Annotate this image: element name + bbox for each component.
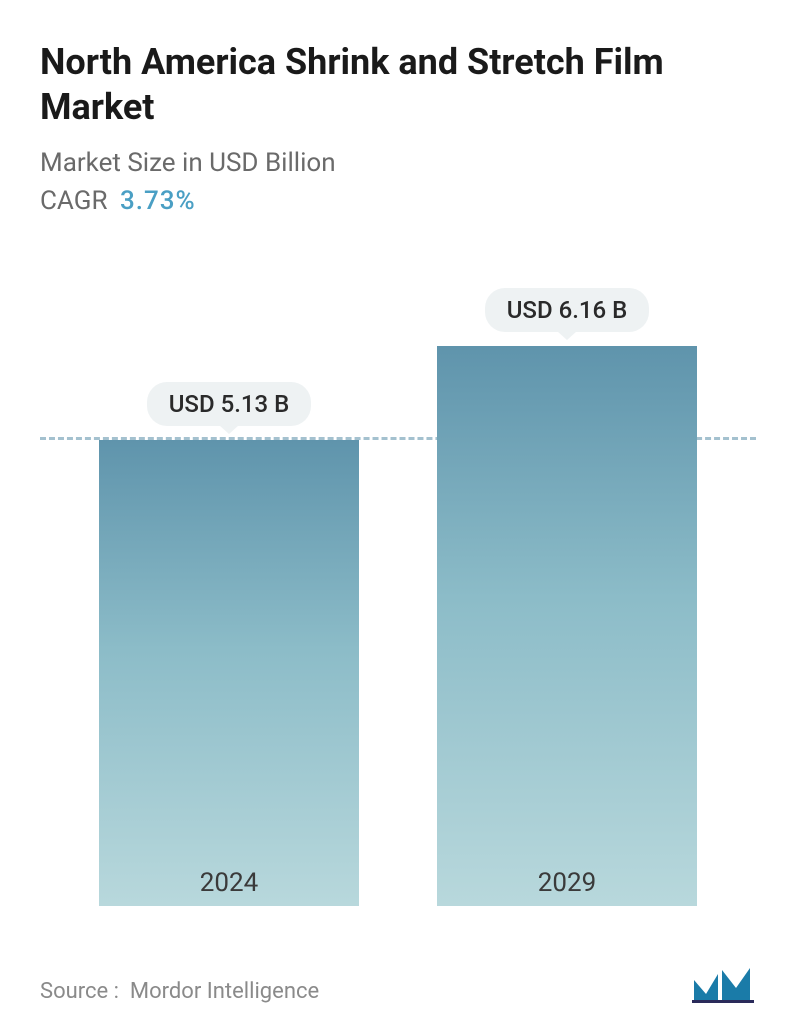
source-text: Source : Mordor Intelligence: [40, 979, 319, 1004]
cagr-value: 3.73%: [120, 186, 196, 216]
chart-area: USD 5.13 B 2024 USD 6.16 B 2029: [40, 276, 756, 956]
source-label: Source :: [40, 979, 119, 1004]
bar-group-0: USD 5.13 B 2024: [99, 382, 359, 906]
x-label-0: 2024: [200, 868, 258, 898]
chart-subtitle: Market Size in USD Billion: [40, 148, 756, 178]
bar-0: [99, 440, 359, 906]
brand-logo-icon: [692, 966, 756, 1004]
cagr-line: CAGR 3.73%: [40, 186, 756, 216]
bar-1: [437, 346, 697, 906]
bar-group-1: USD 6.16 B 2029: [437, 288, 697, 906]
source-name: Mordor Intelligence: [130, 979, 319, 1004]
value-pill-0: USD 5.13 B: [147, 382, 312, 426]
cagr-label: CAGR: [40, 186, 107, 216]
x-label-1: 2029: [538, 868, 596, 898]
chart-footer: Source : Mordor Intelligence: [40, 956, 756, 1004]
value-pill-1: USD 6.16 B: [485, 288, 650, 332]
chart-title: North America Shrink and Stretch Film Ma…: [40, 40, 756, 130]
